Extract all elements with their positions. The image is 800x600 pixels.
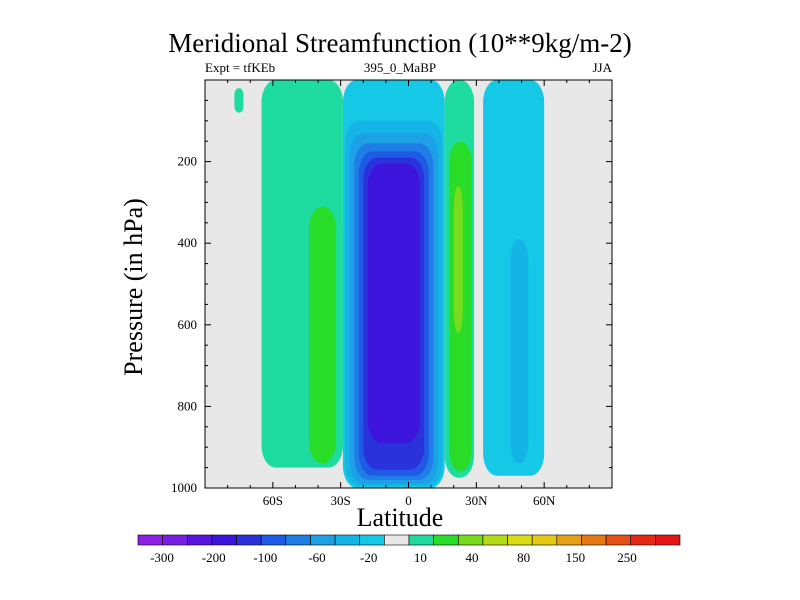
chart-subtitle: 395_0_MaBP bbox=[363, 60, 437, 75]
colorbar-swatch bbox=[408, 534, 434, 546]
colorbar-label: 80 bbox=[517, 550, 530, 565]
x-tick-label: 60N bbox=[533, 493, 556, 508]
colorbar-swatch bbox=[162, 534, 188, 546]
x-tick-label: 60S bbox=[263, 493, 283, 508]
colorbar-label: 150 bbox=[566, 550, 586, 565]
colorbar-swatch bbox=[137, 534, 163, 546]
colorbar-label: -300 bbox=[150, 550, 174, 565]
season-label: JJA bbox=[592, 60, 612, 75]
x-tick-label: 30N bbox=[465, 493, 488, 508]
colorbar-label: -100 bbox=[253, 550, 277, 565]
x-tick-label: 30S bbox=[331, 493, 351, 508]
y-tick-label: 200 bbox=[178, 154, 198, 169]
colorbar-swatch bbox=[507, 534, 533, 546]
x-axis-label: Latitude bbox=[356, 503, 444, 532]
colorbar-label: 10 bbox=[414, 550, 427, 565]
colorbar-swatch bbox=[211, 534, 237, 546]
chart-title: Meridional Streamfunction (10**9kg/m-2) bbox=[168, 28, 632, 58]
y-tick-label: 1000 bbox=[171, 480, 197, 495]
colorbar-label: -20 bbox=[360, 550, 377, 565]
y-tick-label: 400 bbox=[178, 235, 198, 250]
colorbar-label: 40 bbox=[466, 550, 479, 565]
colorbar-swatch bbox=[556, 534, 582, 546]
colorbar-swatch bbox=[482, 534, 508, 546]
y-tick-label: 600 bbox=[178, 317, 198, 332]
colorbar-swatch bbox=[334, 534, 361, 546]
colorbar-swatch bbox=[581, 534, 607, 546]
colorbar-swatch bbox=[186, 534, 213, 546]
y-tick-label: 800 bbox=[178, 398, 198, 413]
colorbar-swatch bbox=[605, 534, 632, 546]
colorbar-swatch bbox=[310, 534, 336, 546]
x-tick-label: 0 bbox=[405, 493, 412, 508]
colorbar-swatch bbox=[236, 534, 262, 546]
colorbar-swatch bbox=[655, 534, 681, 546]
colorbar-label: 250 bbox=[617, 550, 637, 565]
colorbar-swatch bbox=[433, 534, 459, 546]
colorbar-label: -60 bbox=[308, 550, 325, 565]
colorbar-swatch bbox=[457, 534, 484, 546]
colorbar-swatch bbox=[531, 534, 558, 546]
contour-fills bbox=[234, 80, 545, 488]
contour-region bbox=[453, 186, 463, 333]
colorbar-swatch bbox=[384, 534, 410, 546]
experiment-label: Expt = tfKEb bbox=[205, 60, 276, 75]
colorbar-swatch bbox=[630, 534, 656, 546]
contour-region bbox=[510, 239, 529, 464]
colorbar-swatch bbox=[260, 534, 287, 546]
colorbar-label: -200 bbox=[202, 550, 226, 565]
colorbar-swatch bbox=[359, 534, 385, 546]
contour-region bbox=[309, 206, 337, 464]
colorbar-swatch bbox=[285, 534, 311, 546]
contour-region bbox=[367, 163, 420, 444]
contour-region bbox=[234, 88, 244, 113]
